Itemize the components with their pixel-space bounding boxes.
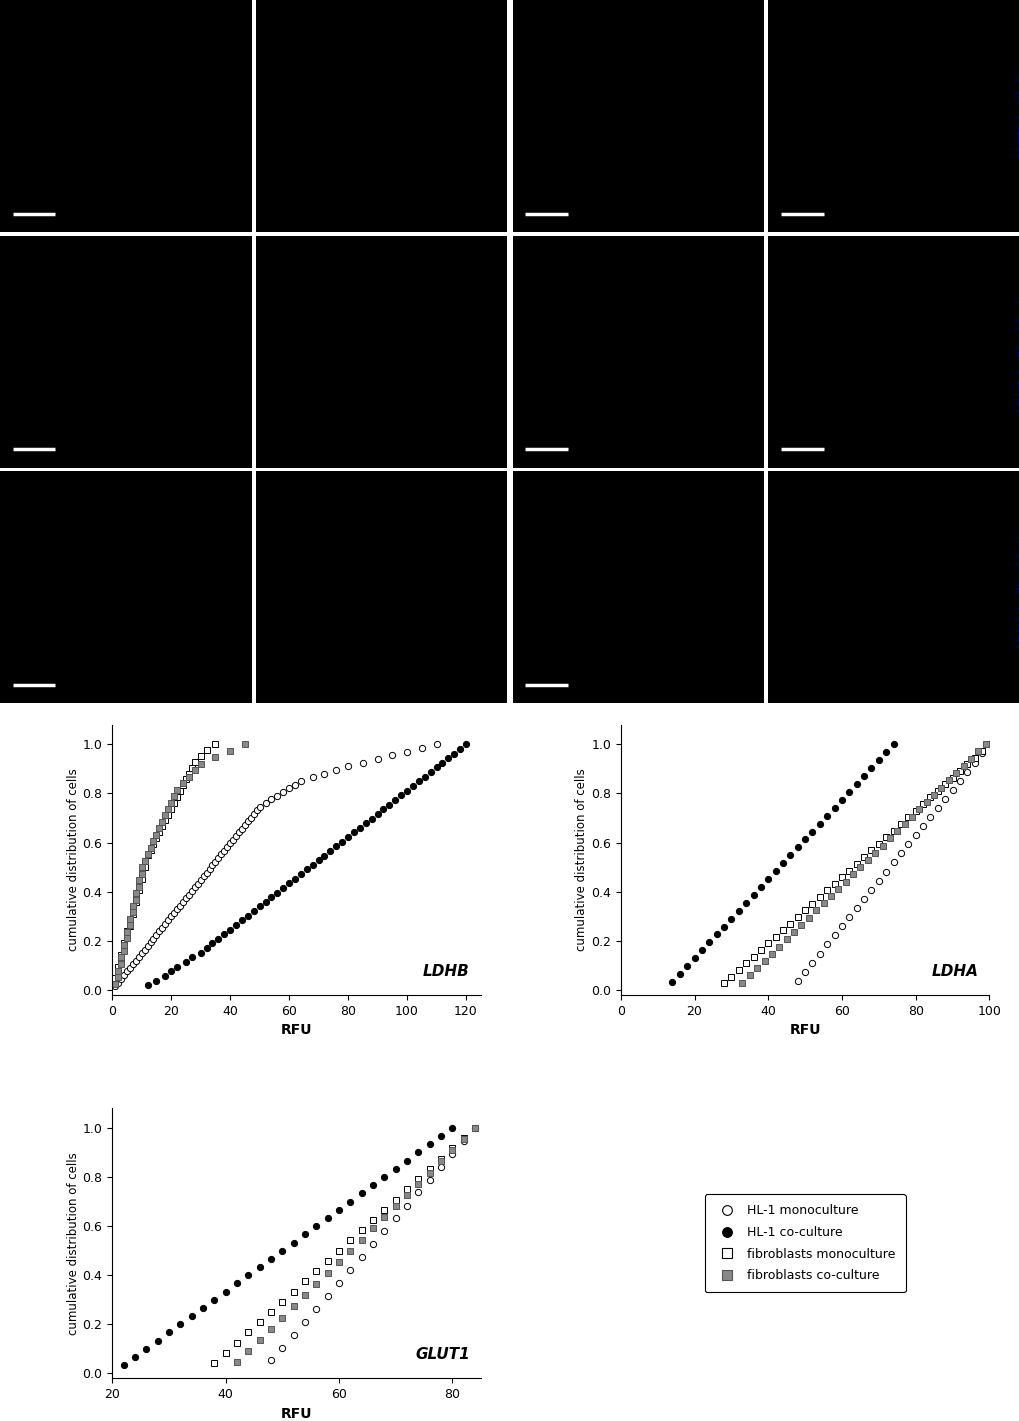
Text: LDHA: LDHA	[930, 963, 977, 979]
Text: GLUT1: GLUT1	[415, 1347, 470, 1363]
Legend: HL-1 monoculture, HL-1 co-culture, fibroblasts monoculture, fibroblasts co-cultu: HL-1 monoculture, HL-1 co-culture, fibro…	[704, 1194, 905, 1293]
X-axis label: RFU: RFU	[280, 1023, 312, 1037]
Y-axis label: cumulative distribution of cells: cumulative distribution of cells	[575, 769, 588, 951]
X-axis label: RFU: RFU	[280, 1407, 312, 1421]
Y-axis label: cumulative distribution of cells: cumulative distribution of cells	[66, 769, 79, 951]
Y-axis label: cumulative distribution of cells: cumulative distribution of cells	[66, 1152, 79, 1334]
X-axis label: RFU: RFU	[789, 1023, 820, 1037]
Text: LDHB: LDHB	[423, 963, 470, 979]
